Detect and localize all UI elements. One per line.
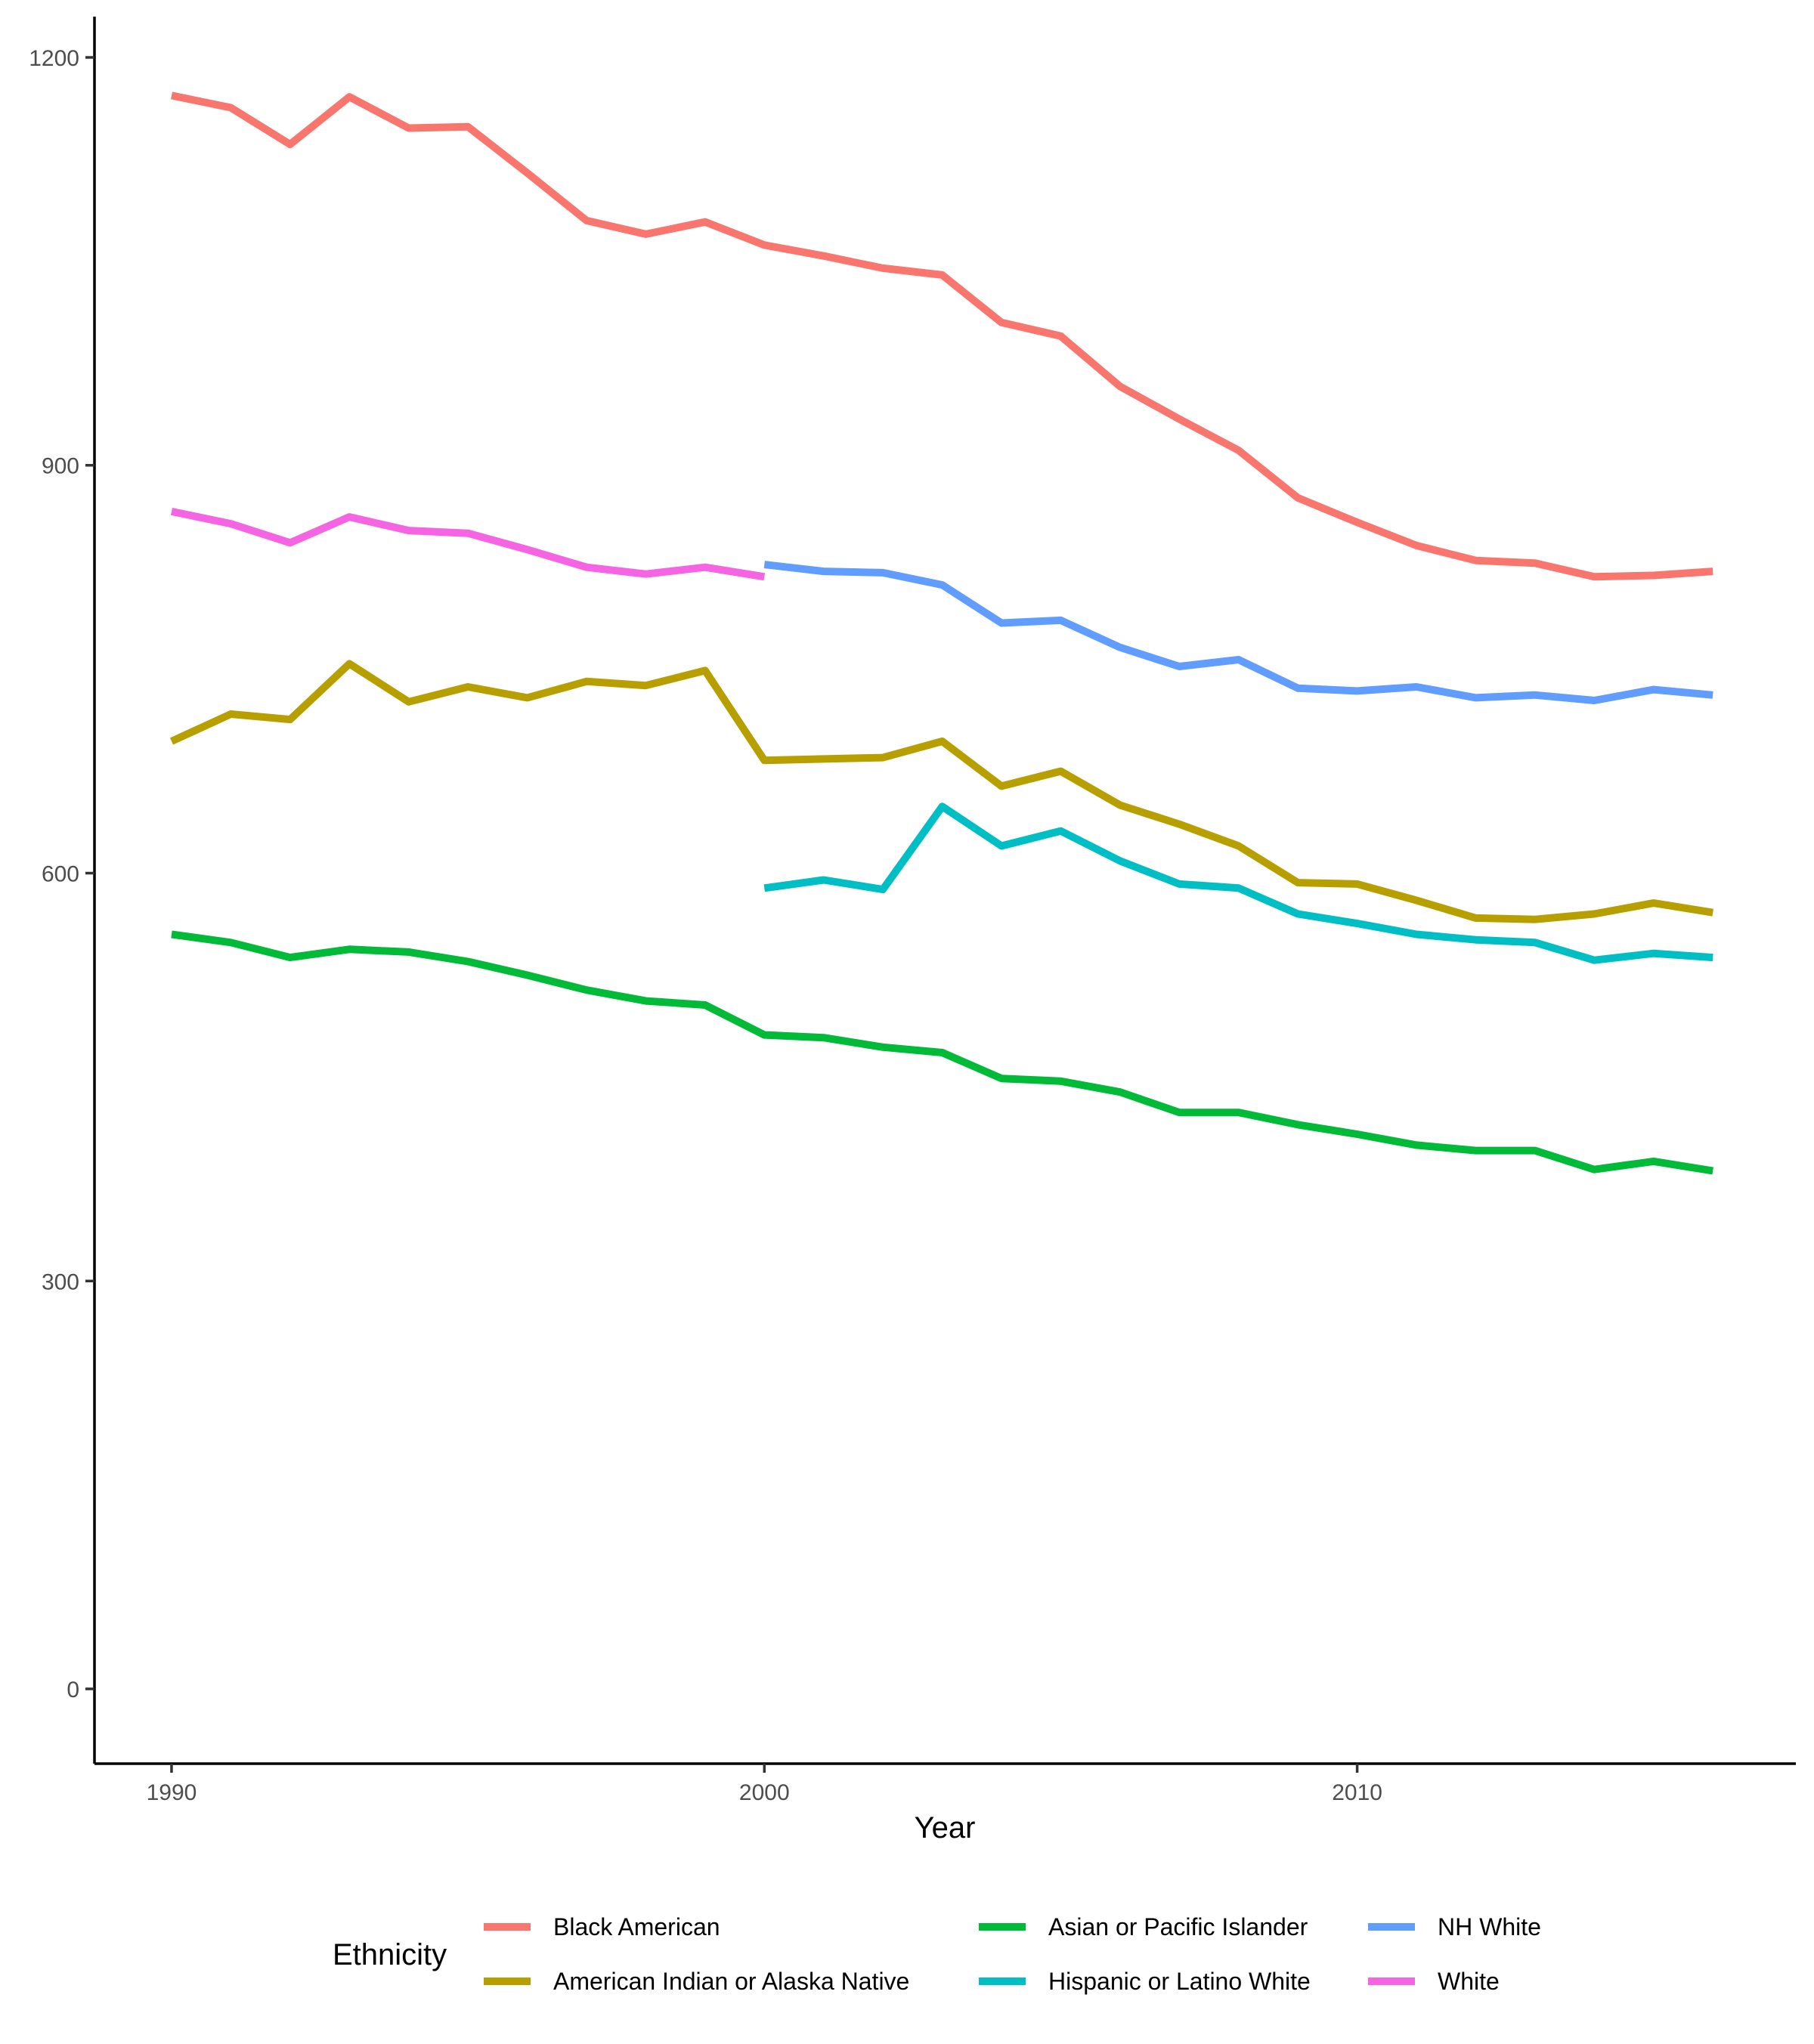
legend-label-hispanic-or-latino-white: Hispanic or Latino White [1048,1968,1311,1995]
x-axis-title: Year [915,1811,976,1845]
series-lines [169,91,1713,1175]
series-line-nh-white [763,561,1713,704]
y-tick-label: 600 [42,862,79,887]
legend-label-white: White [1438,1968,1500,1995]
legend-title: Ethnicity [333,1938,447,1971]
legend-label-nh-white: NH White [1438,1913,1541,1940]
y-ticks: 0 300 600 900 1200 [29,46,94,1702]
y-tick-label: 300 [42,1269,79,1294]
x-tick-label: 1990 [147,1780,197,1805]
x-tick-label: 2000 [739,1780,790,1805]
y-tick-label: 0 [67,1678,79,1702]
legend-label-asian-or-pacific-islander: Asian or Pacific Islander [1048,1913,1308,1940]
y-tick-label: 900 [42,454,79,479]
x-ticks: 1990 2000 2010 [147,1764,1382,1805]
series-line-black-american [170,91,1713,581]
axes [93,17,1796,1765]
series-line-asian-or-pacific-islander [171,930,1713,1175]
y-tick-label: 1200 [29,46,79,71]
legend: Ethnicity Black American American Indian … [333,1913,1541,1995]
series-line-american-indian-or-alaska-native [169,660,1713,923]
series-line-white [170,508,766,581]
x-tick-label: 2010 [1332,1780,1382,1805]
series-line-hispanic-or-latino-white [763,802,1713,964]
legend-label-american-indian-or-alaska-native: American Indian or Alaska Native [553,1968,909,1995]
legend-label-black-american: Black American [553,1913,720,1940]
